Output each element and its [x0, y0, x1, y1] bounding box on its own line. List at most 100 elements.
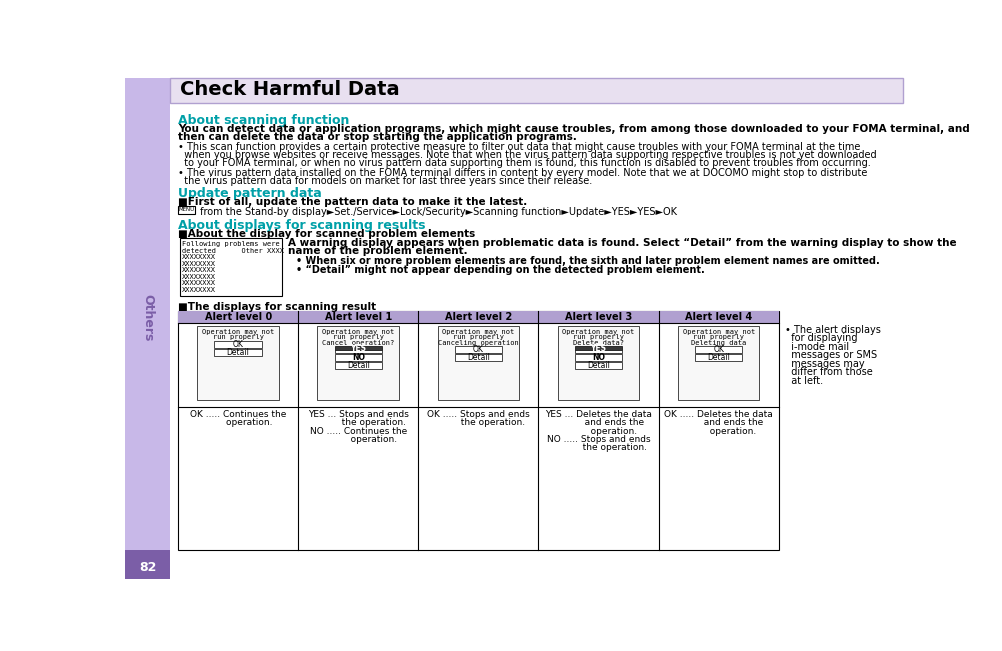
Text: XXXXXXXX: XXXXXXXX	[181, 254, 215, 260]
Text: Canceling operation: Canceling operation	[438, 340, 518, 346]
Text: Operation may not: Operation may not	[201, 329, 274, 335]
Text: operation.: operation.	[203, 419, 273, 428]
Text: the operation.: the operation.	[550, 443, 646, 452]
Text: ■About the display for scanned problem elements: ■About the display for scanned problem e…	[178, 229, 475, 239]
Text: XXXXXXXX: XXXXXXXX	[181, 260, 215, 267]
Bar	[178, 206, 195, 214]
Bar	[677, 326, 759, 400]
Text: run properly: run properly	[572, 334, 623, 340]
Text: OK ..... Stops and ends: OK ..... Stops and ends	[427, 410, 529, 419]
Text: • This scan function provides a certain protective measure to filter out data th: • This scan function provides a certain …	[178, 142, 860, 152]
Text: run properly: run properly	[212, 334, 264, 340]
Text: Delete data?: Delete data?	[572, 340, 623, 346]
Text: NO ..... Continues the: NO ..... Continues the	[310, 426, 407, 436]
Bar	[125, 78, 170, 579]
Bar	[335, 354, 382, 361]
Text: XXXXXXXX: XXXXXXXX	[181, 273, 215, 280]
Text: OK: OK	[232, 340, 243, 349]
Text: About scanning function: About scanning function	[178, 113, 349, 126]
Text: and ends the: and ends the	[673, 419, 762, 428]
Bar	[178, 311, 778, 550]
Bar	[214, 341, 262, 348]
Text: Detail: Detail	[347, 361, 370, 370]
Text: then can delete the data or stop starting the application programs.: then can delete the data or stop startin…	[178, 132, 576, 142]
Text: A warning display appears when problematic data is found. Select “Detail” from t: A warning display appears when problemat…	[288, 238, 956, 248]
Bar	[179, 238, 282, 296]
Text: run properly: run properly	[453, 334, 503, 340]
Text: Deleting data: Deleting data	[690, 340, 745, 346]
Text: operation.: operation.	[680, 426, 756, 436]
Text: Alert level 0: Alert level 0	[204, 312, 272, 322]
Text: • When six or more problem elements are found, the sixth and later problem eleme: • When six or more problem elements are …	[296, 256, 879, 266]
Bar	[170, 78, 902, 103]
Bar	[694, 354, 741, 361]
Text: Alert level 4: Alert level 4	[684, 312, 752, 322]
Text: Operation may not: Operation may not	[442, 329, 514, 335]
Text: Alert level 2: Alert level 2	[444, 312, 511, 322]
Bar	[454, 354, 502, 361]
Text: ■The displays for scanning result: ■The displays for scanning result	[178, 302, 376, 312]
Text: • The virus pattern data installed on the FOMA terminal differs in content by ev: • The virus pattern data installed on th…	[178, 168, 867, 178]
Text: differ from those: differ from those	[785, 367, 872, 378]
Bar	[125, 550, 170, 579]
Text: when you browse websites or receive messages. Note that when the virus pattern d: when you browse websites or receive mess…	[178, 150, 876, 160]
Text: the operation.: the operation.	[310, 419, 406, 428]
Bar	[574, 346, 621, 350]
Text: operation.: operation.	[559, 426, 637, 436]
Text: Detail: Detail	[467, 353, 489, 362]
Text: Cancel operation?: Cancel operation?	[322, 340, 394, 346]
Text: name of the problem element.: name of the problem element.	[288, 246, 467, 256]
Text: About displays for scanning results: About displays for scanning results	[178, 219, 425, 232]
Text: i-mode mail: i-mode mail	[785, 342, 848, 352]
Bar	[454, 346, 502, 353]
Text: You can detect data or application programs, which might cause troubles, from am: You can detect data or application progr…	[178, 124, 969, 133]
Text: OK ..... Deletes the data: OK ..... Deletes the data	[663, 410, 773, 419]
Text: Update pattern data: Update pattern data	[178, 187, 322, 200]
Text: OK: OK	[712, 346, 723, 354]
Bar	[317, 326, 399, 400]
Text: Operation may not: Operation may not	[562, 329, 634, 335]
Text: • The alert displays: • The alert displays	[785, 325, 880, 335]
Bar	[335, 362, 382, 369]
Text: • “Detail” might not appear depending on the detected problem element.: • “Detail” might not appear depending on…	[296, 265, 704, 275]
Text: from the Stand-by display►Set./Service►Lock/Security►Scanning function►Update►YE: from the Stand-by display►Set./Service►L…	[197, 207, 676, 217]
Bar	[178, 311, 778, 324]
Text: for displaying: for displaying	[785, 333, 857, 343]
Text: Detail: Detail	[586, 361, 609, 370]
Bar	[694, 346, 741, 353]
Text: the virus pattern data for models on market for last three years since their rel: the virus pattern data for models on mar…	[178, 176, 592, 186]
Text: Detail: Detail	[226, 348, 249, 357]
Bar	[335, 346, 382, 350]
Text: NO: NO	[352, 353, 365, 362]
Text: Others: Others	[141, 294, 154, 341]
Text: the operation.: the operation.	[432, 419, 524, 428]
Bar	[574, 362, 621, 369]
Text: to your FOMA terminal, or when no virus pattern data supporting them is found, t: to your FOMA terminal, or when no virus …	[178, 158, 870, 168]
Text: at left.: at left.	[785, 376, 823, 386]
Text: detected      Other XXXX: detected Other XXXX	[181, 247, 284, 253]
Text: YES: YES	[350, 344, 366, 353]
Text: run properly: run properly	[692, 334, 743, 340]
Text: OK ..... Continues the: OK ..... Continues the	[189, 410, 286, 419]
Text: messages or SMS: messages or SMS	[785, 350, 876, 360]
Text: OK: OK	[473, 346, 483, 354]
Text: messages may: messages may	[785, 359, 864, 368]
Bar	[574, 350, 621, 353]
Text: MENU: MENU	[178, 207, 194, 212]
Text: Following problems were: Following problems were	[181, 241, 280, 247]
Text: XXXXXXXX: XXXXXXXX	[181, 287, 215, 293]
Text: Alert level 3: Alert level 3	[564, 312, 631, 322]
Text: 82: 82	[139, 561, 156, 574]
Text: YES ... Deletes the data: YES ... Deletes the data	[544, 410, 651, 419]
Text: XXXXXXXX: XXXXXXXX	[181, 267, 215, 273]
Text: Check Harmful Data: Check Harmful Data	[179, 80, 399, 99]
Text: ■First of all, update the pattern data to make it the latest.: ■First of all, update the pattern data t…	[178, 197, 527, 207]
Bar	[574, 354, 621, 361]
Text: YES ... Stops and ends: YES ... Stops and ends	[308, 410, 408, 419]
Text: run properly: run properly	[333, 334, 384, 340]
Text: NO: NO	[591, 353, 604, 362]
Text: NO ..... Stops and ends: NO ..... Stops and ends	[546, 435, 649, 443]
Text: operation.: operation.	[319, 435, 397, 443]
Bar	[197, 326, 279, 400]
Text: Alert level 1: Alert level 1	[325, 312, 392, 322]
